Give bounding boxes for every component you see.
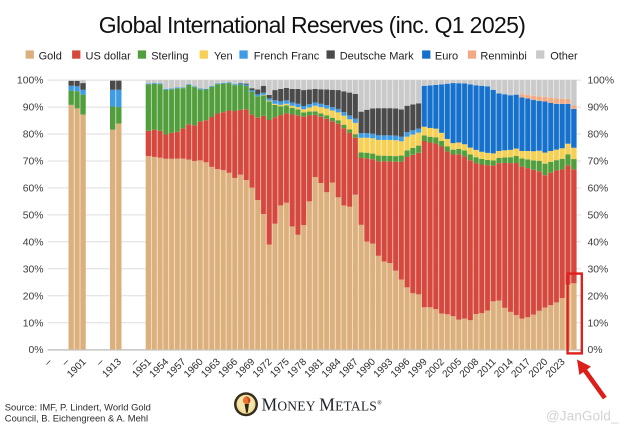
svg-text:20%: 20% — [23, 291, 44, 302]
svg-text:Yen: Yen — [214, 51, 233, 63]
svg-text:60%: 60% — [588, 184, 609, 195]
svg-text:0%: 0% — [588, 345, 603, 356]
svg-text:70%: 70% — [588, 157, 609, 168]
svg-text:20%: 20% — [588, 291, 609, 302]
svg-text:40%: 40% — [588, 237, 609, 248]
svg-text:French Franc: French Franc — [254, 51, 320, 63]
svg-text:MONEY METALS®: MONEY METALS® — [262, 395, 383, 415]
svg-text:30%: 30% — [588, 264, 609, 275]
svg-text:Deutsche Mark: Deutsche Mark — [340, 51, 414, 63]
svg-text:Sterling: Sterling — [151, 51, 188, 63]
svg-text:US dollar: US dollar — [86, 51, 132, 63]
svg-text:50%: 50% — [23, 211, 44, 222]
svg-text:Other: Other — [550, 51, 578, 63]
svg-text:100%: 100% — [17, 76, 44, 87]
svg-text:Source: IMF, P. Lindert, World: Source: IMF, P. Lindert, World Gold — [5, 401, 151, 412]
svg-text:40%: 40% — [23, 237, 44, 248]
svg-text:80%: 80% — [23, 130, 44, 141]
svg-text:60%: 60% — [23, 184, 44, 195]
svg-text:30%: 30% — [23, 264, 44, 275]
svg-text:Renminbi: Renminbi — [480, 51, 526, 63]
svg-text:Global International Reserves: Global International Reserves (inc. Q1 2… — [99, 12, 526, 38]
svg-text:10%: 10% — [23, 318, 44, 329]
svg-text:50%: 50% — [588, 211, 609, 222]
svg-text:Euro: Euro — [435, 51, 458, 63]
svg-text:0%: 0% — [28, 345, 43, 356]
svg-text:90%: 90% — [23, 103, 44, 114]
svg-text:@JanGold_: @JanGold_ — [546, 408, 619, 423]
svg-text:70%: 70% — [23, 157, 44, 168]
svg-text:100%: 100% — [588, 76, 615, 87]
svg-text:Council, B. Eichengreen & A. M: Council, B. Eichengreen & A. Mehl — [5, 412, 148, 423]
svg-text:Gold: Gold — [39, 51, 62, 63]
svg-text:80%: 80% — [588, 130, 609, 141]
svg-text:10%: 10% — [588, 318, 609, 329]
svg-text:90%: 90% — [588, 103, 609, 114]
